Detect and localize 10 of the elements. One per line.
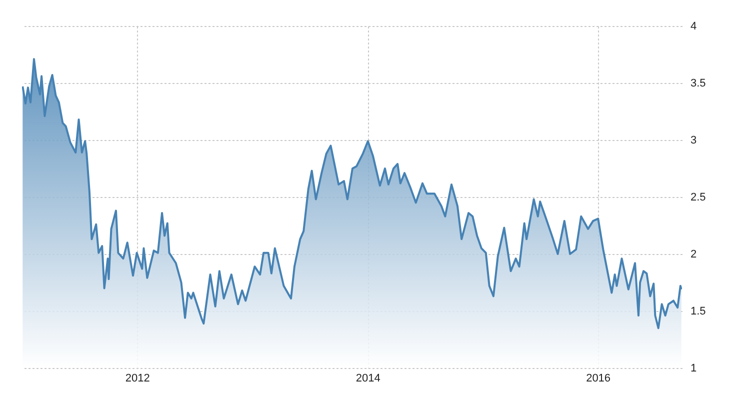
y-tick-label: 1.5 [690,306,706,318]
y-tick-label: 3 [690,134,697,146]
y-tick-label: 3.5 [690,78,706,90]
x-tick-label: 2012 [125,372,150,384]
x-tick-label: 2014 [356,372,380,384]
x-tick-label: 2016 [586,372,611,384]
y-tick-label: 2 [690,248,697,260]
y-tick-label: 2.5 [690,192,706,204]
y-tick-label: 1 [690,362,697,374]
y-tick-label: 4 [690,20,697,32]
